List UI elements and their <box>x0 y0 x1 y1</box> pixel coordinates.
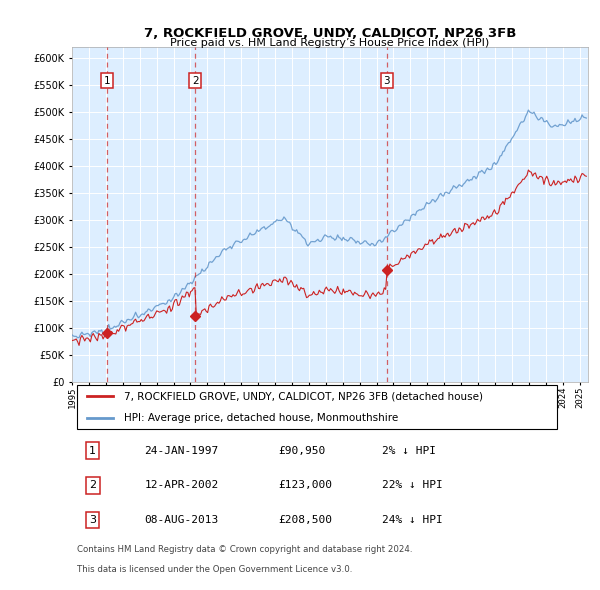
Text: Contains HM Land Registry data © Crown copyright and database right 2024.: Contains HM Land Registry data © Crown c… <box>77 545 413 555</box>
Text: 08-AUG-2013: 08-AUG-2013 <box>144 515 218 525</box>
FancyBboxPatch shape <box>77 385 557 429</box>
Text: 2% ↓ HPI: 2% ↓ HPI <box>382 446 436 455</box>
Text: 1: 1 <box>104 76 110 86</box>
Text: This data is licensed under the Open Government Licence v3.0.: This data is licensed under the Open Gov… <box>77 565 353 573</box>
Text: £90,950: £90,950 <box>278 446 326 455</box>
Text: 22% ↓ HPI: 22% ↓ HPI <box>382 480 442 490</box>
Text: 24-JAN-1997: 24-JAN-1997 <box>144 446 218 455</box>
Text: 24% ↓ HPI: 24% ↓ HPI <box>382 515 442 525</box>
Text: 1: 1 <box>89 446 96 455</box>
Text: £123,000: £123,000 <box>278 480 332 490</box>
Text: 2: 2 <box>89 480 96 490</box>
Text: 7, ROCKFIELD GROVE, UNDY, CALDICOT, NP26 3FB (detached house): 7, ROCKFIELD GROVE, UNDY, CALDICOT, NP26… <box>124 391 482 401</box>
Text: 7, ROCKFIELD GROVE, UNDY, CALDICOT, NP26 3FB: 7, ROCKFIELD GROVE, UNDY, CALDICOT, NP26… <box>144 27 516 40</box>
Text: HPI: Average price, detached house, Monmouthshire: HPI: Average price, detached house, Monm… <box>124 412 398 422</box>
Text: 3: 3 <box>89 515 96 525</box>
Text: 12-APR-2002: 12-APR-2002 <box>144 480 218 490</box>
Text: 3: 3 <box>383 76 390 86</box>
Text: 2: 2 <box>192 76 199 86</box>
Text: £208,500: £208,500 <box>278 515 332 525</box>
Text: Price paid vs. HM Land Registry’s House Price Index (HPI): Price paid vs. HM Land Registry’s House … <box>170 38 490 48</box>
